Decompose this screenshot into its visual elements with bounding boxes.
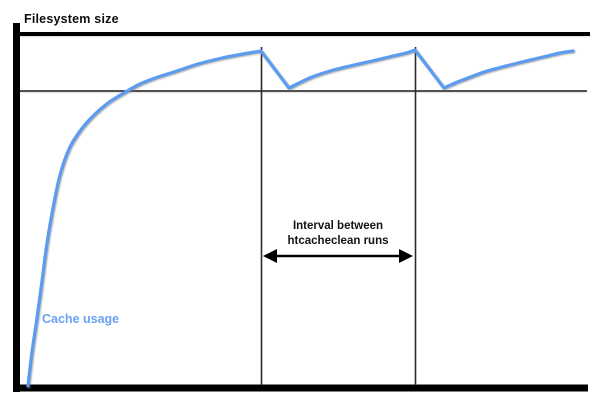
interval-arrow-right-head [399, 249, 413, 263]
interval-label-line2: htcacheclean runs [287, 234, 389, 247]
cache-usage-label: Cache usage [42, 312, 120, 326]
interval-label-line1: Interval between [292, 220, 384, 232]
filesystem-size-label: Filesystem size [24, 12, 119, 26]
cache-usage-curve [26, 48, 575, 388]
interval-arrow-left-head [263, 249, 277, 263]
interval-label: Interval between htcacheclean runs [261, 219, 415, 248]
